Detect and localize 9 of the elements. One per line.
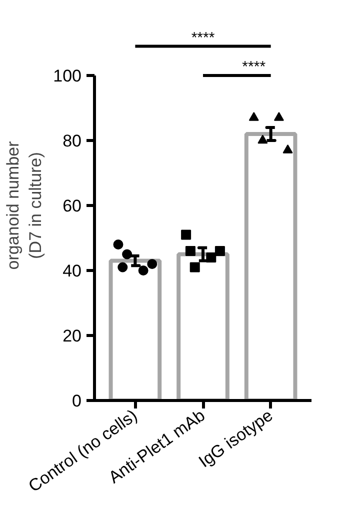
- y-tick-label: 20: [62, 326, 82, 346]
- y-tick-label: 0: [72, 392, 82, 410]
- y-axis-title: organoid number (D7 in culture): [3, 140, 46, 270]
- annotation: ****: [242, 58, 266, 76]
- y-tick-label: 100: [53, 66, 82, 86]
- y-tick-label: 80: [62, 132, 82, 150]
- text: ****: [191, 29, 215, 46]
- y-tick-label: 40: [62, 262, 82, 280]
- y-tick-label: 60: [62, 196, 82, 216]
